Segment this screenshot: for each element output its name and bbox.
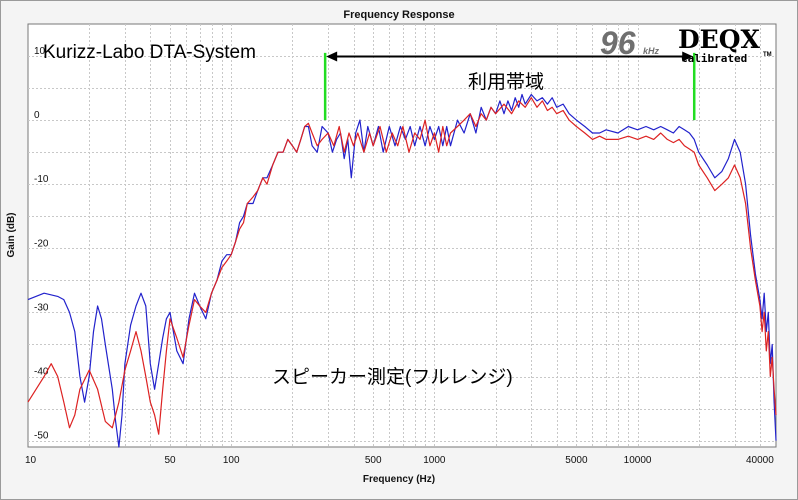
x-tick-label: 5000 <box>565 455 588 466</box>
band-arrow-head-left <box>326 51 338 62</box>
chart-title: Frequency Response <box>343 9 454 21</box>
y-tick-label: 0 <box>34 110 40 121</box>
y-tick-label: 10 <box>34 46 46 57</box>
badge-tm: TM <box>763 52 772 58</box>
badge-brand: DEQX <box>678 25 761 54</box>
series-line-2 <box>27 97 777 435</box>
deqx-badge: 96 kHz DEQX Calibrated TM <box>600 25 772 65</box>
x-axis-label: Frequency (Hz) <box>363 474 435 485</box>
measurement-label: スピーカー測定(フルレンジ) <box>272 366 513 388</box>
y-tick-label: -30 <box>34 302 49 313</box>
y-tick-label: -50 <box>34 431 49 442</box>
annotations <box>323 51 696 121</box>
y-tick-label: -10 <box>34 174 49 185</box>
x-tick-label: 1000 <box>423 455 446 466</box>
x-tick-label: 10 <box>25 455 37 466</box>
band-label: 利用帯域 <box>468 71 544 93</box>
x-tick-label: 10000 <box>624 455 652 466</box>
y-axis-label: Gain (dB) <box>6 213 17 258</box>
y-tick-label: -40 <box>34 367 49 378</box>
badge-tagline: Calibrated <box>681 52 747 65</box>
band-arrow-head-right <box>682 51 694 62</box>
x-tick-label: 100 <box>223 455 240 466</box>
badge-unit: kHz <box>643 46 660 56</box>
system-label: Kurizz-Labo DTA-System <box>43 42 256 63</box>
x-tick-label: 50 <box>164 455 176 466</box>
series-line-1 <box>27 93 777 448</box>
x-tick-label: 40000 <box>746 455 774 466</box>
y-tick-label: -20 <box>34 238 49 249</box>
series-lines <box>27 93 777 448</box>
y-tick-labels: 10 0 -10 -20 -30 -40 -50 <box>34 46 49 442</box>
x-tick-labels: 10 50 100 500 1000 5000 10000 40000 <box>25 455 774 466</box>
grid <box>28 24 776 447</box>
x-tick-label: 500 <box>365 455 382 466</box>
badge-sample-rate: 96 <box>600 25 636 61</box>
